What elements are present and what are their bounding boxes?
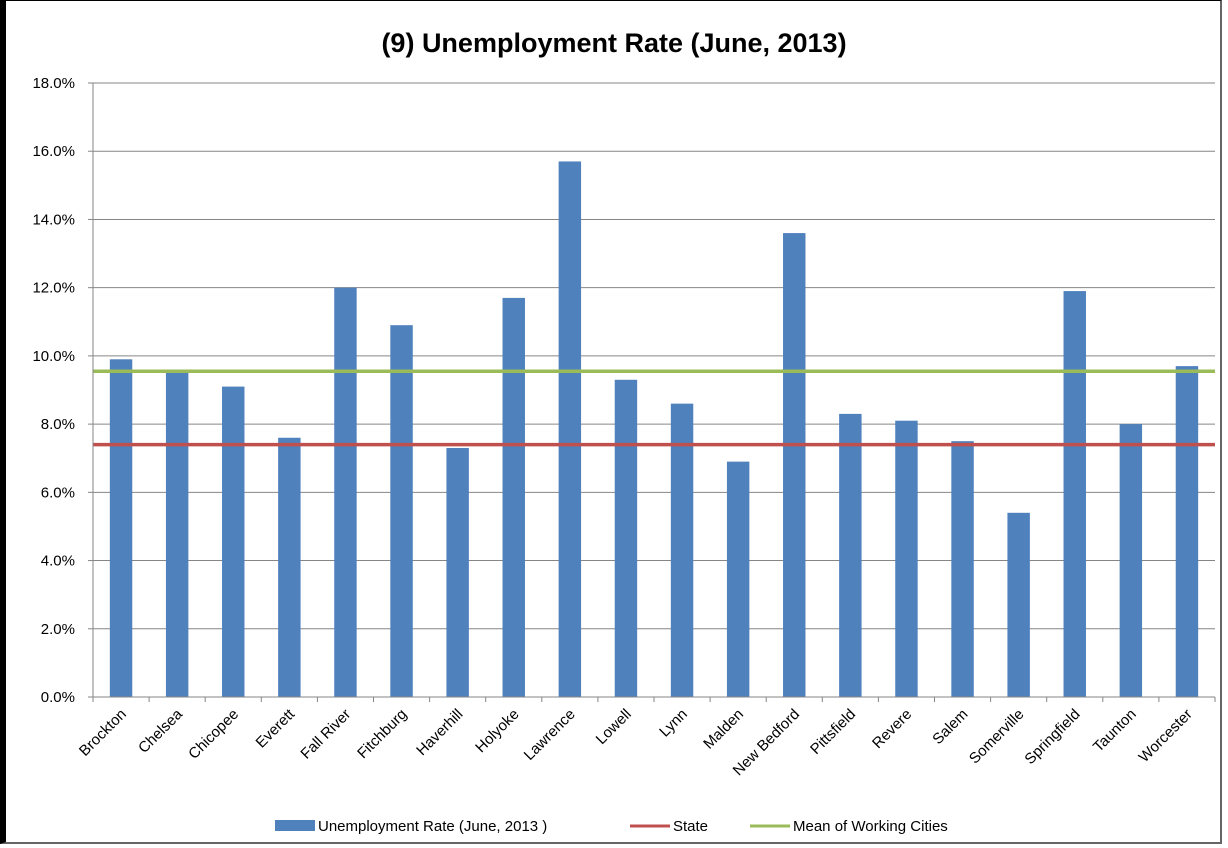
- gridlines: [93, 82, 1215, 698]
- bar-worcester: [1175, 366, 1199, 697]
- y-axis-ticks: 0.0% 2.0% 4.0% 6.0% 8.0% 10.0% 12.0% 14.0% 16.0%…: [32, 75, 93, 706]
- bar-fitchburg: [390, 325, 413, 697]
- x-tick-label: Somerville: [966, 706, 1028, 768]
- bar-malden: [726, 461, 750, 697]
- bar-series: [109, 161, 1199, 698]
- x-tick-label: Chelsea: [135, 705, 186, 756]
- y-tick-label: 14.0%: [32, 211, 75, 228]
- x-tick-label: Salem: [929, 706, 971, 748]
- y-tick-label: 16.0%: [32, 143, 75, 160]
- legend-swatch: [275, 820, 315, 831]
- x-tick-label: Lawrence: [521, 706, 579, 764]
- y-tick-label: 4.0%: [41, 553, 75, 570]
- x-tick-label: Springfield: [1021, 706, 1083, 768]
- bar-revere: [895, 420, 918, 697]
- x-tick-label: Everett: [253, 705, 299, 751]
- bar-lawrence: [558, 161, 582, 697]
- legend: Unemployment Rate (June, 2013 ) State Mean…: [275, 818, 948, 835]
- x-tick-label: Haverhill: [413, 706, 466, 759]
- bar-new-bedford: [783, 233, 806, 698]
- bar-chelsea: [165, 369, 189, 697]
- bar-brockton: [109, 359, 133, 697]
- y-tick-label: 8.0%: [41, 416, 75, 433]
- y-tick-label: 12.0%: [32, 280, 75, 297]
- x-tick-label: Brockton: [76, 706, 130, 760]
- x-tick-label: Holyoke: [472, 706, 522, 756]
- x-tick-label: Lowell: [593, 706, 635, 748]
- x-axis-ticks: Brockton Chelsea Chicopee Everett Fall River…: [76, 697, 1216, 779]
- bar-chicopee: [222, 386, 245, 697]
- legend-label: State: [673, 818, 708, 835]
- reference-lines: [93, 369, 1215, 447]
- y-tick-label: 6.0%: [41, 484, 75, 501]
- x-tick-label: Lynn: [656, 706, 691, 741]
- axes: [92, 83, 1215, 698]
- y-tick-label: 2.0%: [41, 621, 75, 638]
- bar-fall-river: [334, 287, 357, 697]
- x-tick-label: Fall River: [297, 706, 354, 763]
- y-tick-label: 0.0%: [41, 689, 75, 706]
- bar-springfield: [1063, 291, 1086, 697]
- y-tick-label: 18.0%: [32, 75, 75, 92]
- chart-title: (9) Unemployment Rate (June, 2013): [381, 28, 846, 58]
- bar-haverhill: [446, 447, 469, 697]
- bar-holyoke: [502, 297, 525, 697]
- legend-label: Mean of Working Cities: [793, 818, 948, 835]
- legend-label: Unemployment Rate (June, 2013 ): [318, 818, 547, 835]
- bar-taunton: [1119, 424, 1143, 697]
- bar-everett: [278, 437, 301, 697]
- x-tick-label: Pittsfield: [807, 706, 859, 758]
- x-tick-label: Chicopee: [185, 706, 242, 763]
- bar-pittsfield: [839, 413, 862, 697]
- bar-lowell: [614, 379, 638, 697]
- x-tick-label: Revere: [869, 706, 915, 752]
- x-tick-label: Fitchburg: [354, 706, 410, 762]
- bar-somerville: [1007, 512, 1030, 697]
- x-tick-label: Malden: [700, 706, 747, 753]
- bar-lynn: [670, 403, 694, 697]
- x-tick-label: Taunton: [1090, 706, 1140, 756]
- x-tick-label: Worcester: [1136, 706, 1196, 766]
- y-tick-label: 10.0%: [32, 348, 75, 365]
- bar-salem: [951, 441, 974, 697]
